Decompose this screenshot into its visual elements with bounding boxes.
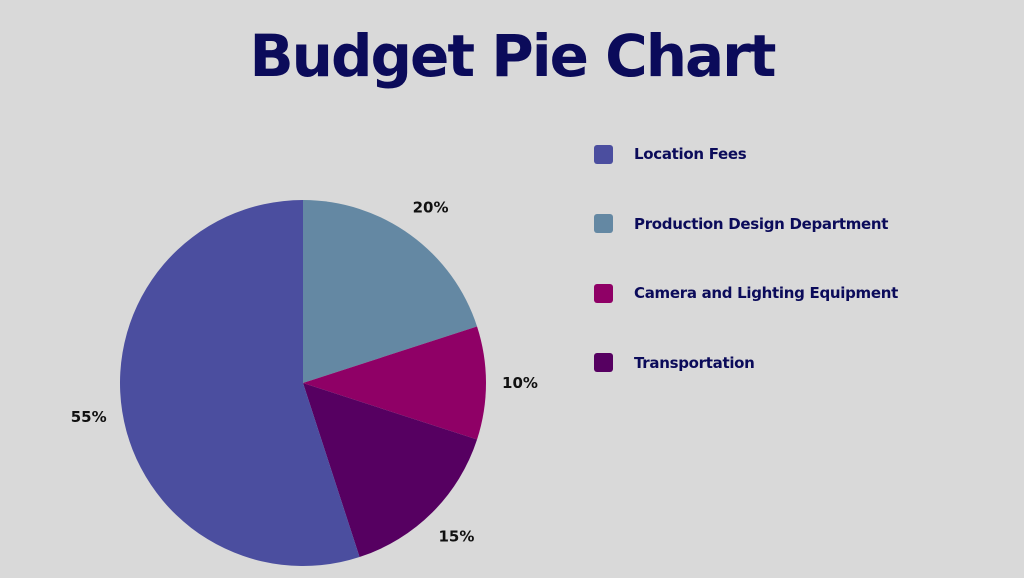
pie-slice-production-design-department [303,200,478,383]
legend-item-location-fees: Location Fees [594,142,898,166]
legend-swatch [594,283,613,303]
pie-label-location-fees: 55% [71,408,107,426]
legend-item-transportation: Transportation [594,351,898,375]
pie-label-production-design-department: 20% [413,198,449,216]
pie-label-transportation: 15% [438,527,474,545]
legend: Location Fees Production Design Departmen… [594,142,898,420]
chart-title: Budget Pie Chart [249,22,776,90]
legend-label: Transportation [634,353,755,372]
pie-value-labels: 20% 10% 15% 55% [71,198,538,545]
legend-label: Location Fees [634,145,747,163]
legend-item-production-design-department: Production Design Department [594,212,898,236]
legend-swatch [594,353,613,372]
legend-label: Camera and Lighting Equipment [634,284,898,302]
pie-slice-location-fees [119,200,360,566]
legend-swatch [594,144,613,164]
legend-item-camera-and-lighting-equipment: Camera and Lighting Equipment [594,281,898,305]
legend-swatch [594,214,613,233]
pie-slices [119,200,486,566]
pie-slice-camera-and-lighting-equipment [303,326,486,440]
pie-slice-transportation [303,383,478,558]
legend-label: Production Design Department [634,214,889,233]
pie-label-camera-and-lighting-equipment: 10% [502,374,538,392]
